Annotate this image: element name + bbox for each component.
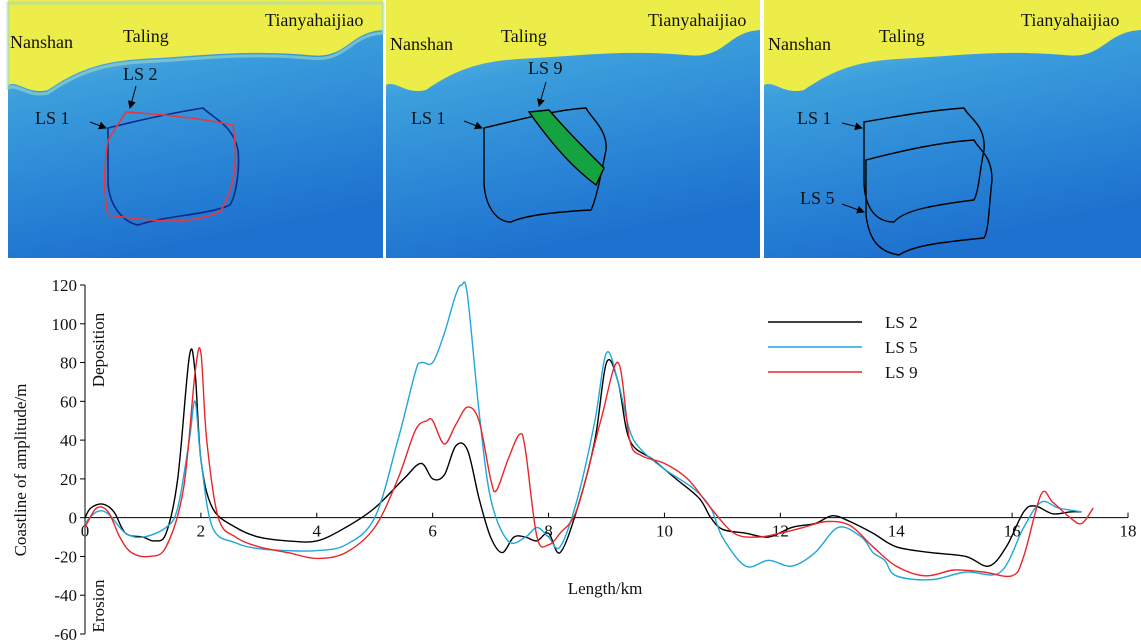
x-tick-label: 4	[313, 522, 322, 541]
line-label: LS 1	[35, 108, 70, 128]
place-label: Taling	[123, 26, 169, 46]
line-label: LS 9	[528, 58, 563, 78]
line-label: LS 1	[411, 108, 446, 128]
line-label: LS 2	[123, 64, 158, 84]
line-label: LS 1	[797, 108, 832, 128]
series-line	[85, 348, 1093, 577]
y-axis-title: Coastline of amplitude/m	[11, 384, 30, 557]
y-tick-label: 20	[60, 470, 77, 489]
y-tick-label: 120	[52, 276, 78, 295]
legend-label: LS 9	[885, 363, 918, 382]
map-panel: Nanshan Taling Tianyahaijiao LS 1 LS 9	[386, 0, 760, 258]
x-tick-label: 0	[81, 522, 90, 541]
annotation: Deposition	[89, 312, 108, 387]
y-tick-label: -60	[54, 625, 77, 641]
line-label: LS 5	[800, 188, 835, 208]
legend-label: LS 2	[885, 313, 918, 332]
y-tick-label: 0	[69, 509, 78, 528]
place-label: Nanshan	[10, 32, 73, 52]
series-line	[85, 349, 1082, 566]
y-tick-label: -40	[54, 586, 77, 605]
x-tick-label: 6	[428, 522, 437, 541]
x-tick-label: 14	[888, 522, 906, 541]
y-tick-label: -20	[54, 547, 77, 566]
place-label: Taling	[879, 26, 925, 46]
series-line	[85, 282, 1082, 580]
map-panel: Nanshan Taling Tianyahaijiao LS 1 LS 2	[8, 0, 383, 258]
x-axis-title: Length/km	[568, 579, 643, 598]
map-panel: Nanshan Taling Tianyahaijiao LS 1 LS 5	[764, 0, 1141, 258]
place-label: Taling	[501, 26, 547, 46]
legend-label: LS 5	[885, 338, 918, 357]
place-label: Tianyahaijiao	[648, 10, 746, 30]
place-label: Nanshan	[768, 34, 831, 54]
place-label: Tianyahaijiao	[265, 10, 363, 30]
y-tick-label: 100	[52, 315, 78, 334]
x-tick-label: 18	[1120, 522, 1137, 541]
y-tick-label: 60	[60, 392, 77, 411]
x-tick-label: 2	[197, 522, 206, 541]
place-label: Nanshan	[390, 34, 453, 54]
figure: Nanshan Taling Tianyahaijiao LS 1 LS 2 N…	[0, 0, 1141, 641]
x-tick-label: 10	[656, 522, 673, 541]
place-label: Tianyahaijiao	[1021, 10, 1119, 30]
y-tick-label: 40	[60, 431, 77, 450]
y-tick-label: 80	[60, 354, 77, 373]
annotation: Erosion	[89, 579, 108, 632]
